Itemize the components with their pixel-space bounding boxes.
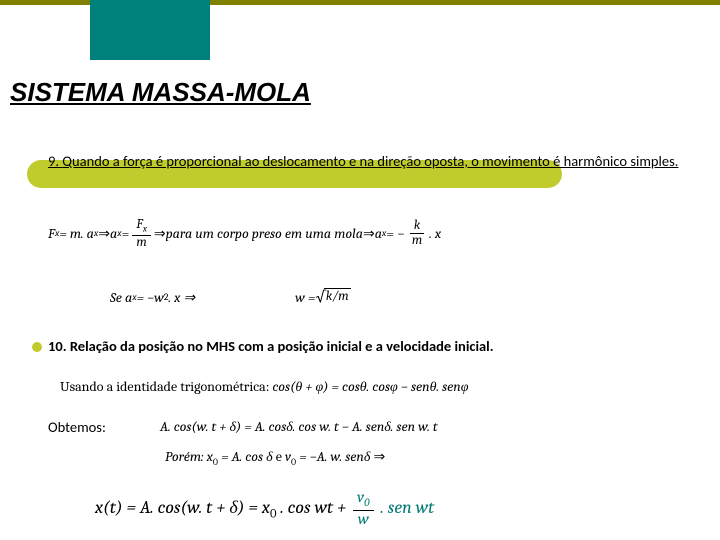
bullet10-content: Relação da posição no MHS com a posição … (70, 337, 494, 355)
equation-3: Usando a identidade trigonométrica: cos(… (60, 378, 700, 396)
bullet9-text: 9. Quando a força é proporcional ao desl… (48, 152, 685, 172)
bullet9-number: 9. (48, 152, 59, 170)
header-olive-strip-right (210, 0, 720, 5)
bullet10-dot (32, 342, 42, 352)
equation-5: Porém: x0 = A. cos δ e v0 = −A. w. senδ … (165, 448, 385, 468)
bullet10-number: 10. (48, 337, 67, 355)
equation-2: Se ax = −w2 . x ⇒ w = √ k/m (110, 288, 700, 306)
equation-4: A. cos(w. t + δ) = A. cosδ. cos w. t − A… (160, 418, 438, 436)
equation-6: x(t) = A. cos(w. t + δ) = x0 . cos wt + … (95, 489, 434, 528)
bullet10-text: 10. Relação da posição no MHS com a posi… (48, 337, 685, 357)
header-teal-block (90, 0, 210, 60)
equation-1: Fx = m. ax ⇒ ax = Fx m ⇒ para um corpo p… (48, 218, 700, 250)
obtemos-label: Obtemos: (48, 418, 106, 436)
bullet9-content: Quando a força é proporcional ao desloca… (62, 152, 678, 170)
page-title: SISTEMA MASSA-MOLA (10, 77, 311, 108)
header-olive-strip-left (0, 0, 90, 5)
